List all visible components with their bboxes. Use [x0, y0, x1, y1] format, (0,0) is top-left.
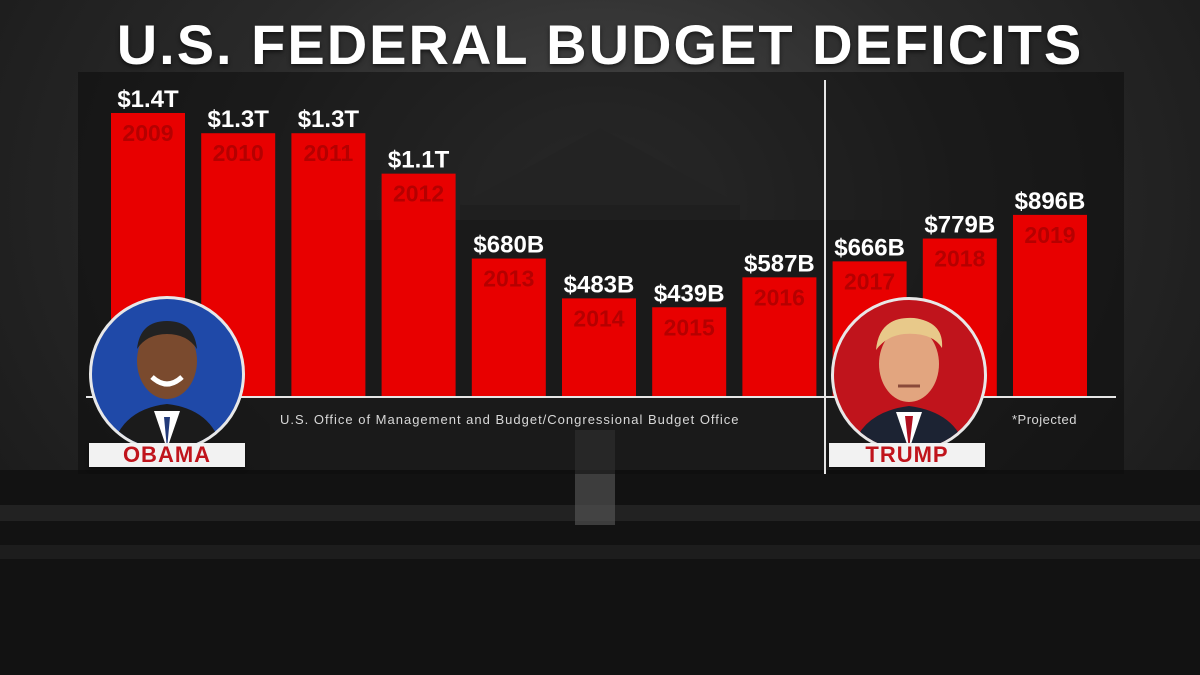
value-label-2017: $666B: [834, 234, 905, 261]
value-label-2018: $779B: [924, 212, 995, 239]
trump-nameplate: TRUMP: [829, 443, 985, 467]
bar-2013: [471, 258, 546, 396]
value-label-2016: $587B: [744, 250, 815, 277]
year-label-2019: 2019: [1024, 222, 1075, 248]
year-label-2010: 2010: [213, 140, 264, 166]
year-label-2009: 2009: [122, 120, 173, 146]
bar-2019: [1013, 214, 1087, 396]
year-label-2012: 2012: [393, 181, 444, 207]
year-label-2011: 2011: [303, 140, 353, 166]
bar-2014: [562, 298, 636, 396]
bar-2012: [381, 173, 456, 396]
year-label-2013: 2013: [483, 266, 534, 292]
obama-nameplate: OBAMA: [89, 443, 245, 467]
year-label-2018: 2018: [934, 246, 985, 272]
bar-2016: [742, 277, 817, 396]
trump-portrait: [831, 297, 987, 453]
value-label-2010: $1.3T: [208, 106, 270, 133]
year-label-2014: 2014: [573, 305, 624, 331]
source-note: U.S. Office of Management and Budget/Con…: [280, 412, 740, 427]
value-label-2011: $1.3T: [298, 106, 360, 133]
value-label-2009: $1.4T: [117, 86, 179, 113]
year-label-2015: 2015: [664, 314, 715, 340]
value-label-2013: $680B: [473, 232, 544, 259]
obama-portrait: [89, 296, 245, 452]
value-label-2019: $896B: [1015, 188, 1086, 215]
chart-title: U.S. FEDERAL BUDGET DEFICITS: [116, 13, 1084, 76]
year-label-2017: 2017: [844, 268, 895, 294]
year-label-2016: 2016: [754, 284, 805, 310]
value-label-2014: $483B: [564, 271, 635, 298]
value-label-2015: $439B: [654, 280, 725, 307]
bar-2011: [291, 133, 366, 396]
projected-note: *Projected: [1012, 412, 1077, 427]
value-label-2012: $1.1T: [388, 147, 450, 174]
bar-2015: [652, 307, 727, 396]
